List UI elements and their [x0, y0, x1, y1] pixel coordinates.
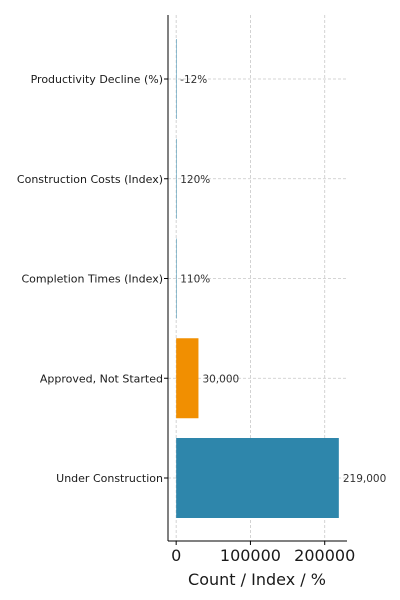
category-label: Construction Costs (Index) [17, 173, 163, 186]
bar [176, 39, 177, 119]
x-axis-title: Count / Index / % [188, 570, 326, 589]
bars [176, 39, 339, 518]
x-tick-label: 0 [171, 546, 181, 565]
data-label: 110% [180, 274, 210, 286]
labels: 0 100000 200000 Under Construction Approved,… [17, 73, 386, 565]
x-tick-label: 200000 [294, 546, 355, 565]
category-label: Productivity Decline (%) [31, 73, 163, 86]
bar [176, 438, 339, 518]
bar [176, 238, 177, 319]
category-label: Under Construction [56, 472, 163, 485]
bar [176, 138, 177, 219]
data-label: 219,000 [343, 473, 386, 485]
data-label: 120% [180, 174, 210, 186]
x-tick-label: 100000 [220, 546, 281, 565]
axes [164, 15, 347, 545]
category-label: Completion Times (Index) [21, 273, 163, 286]
category-label: Approved, Not Started [40, 372, 163, 385]
bar [176, 338, 199, 419]
data-label: -12% [180, 74, 207, 86]
data-label: 30,000 [202, 373, 239, 385]
